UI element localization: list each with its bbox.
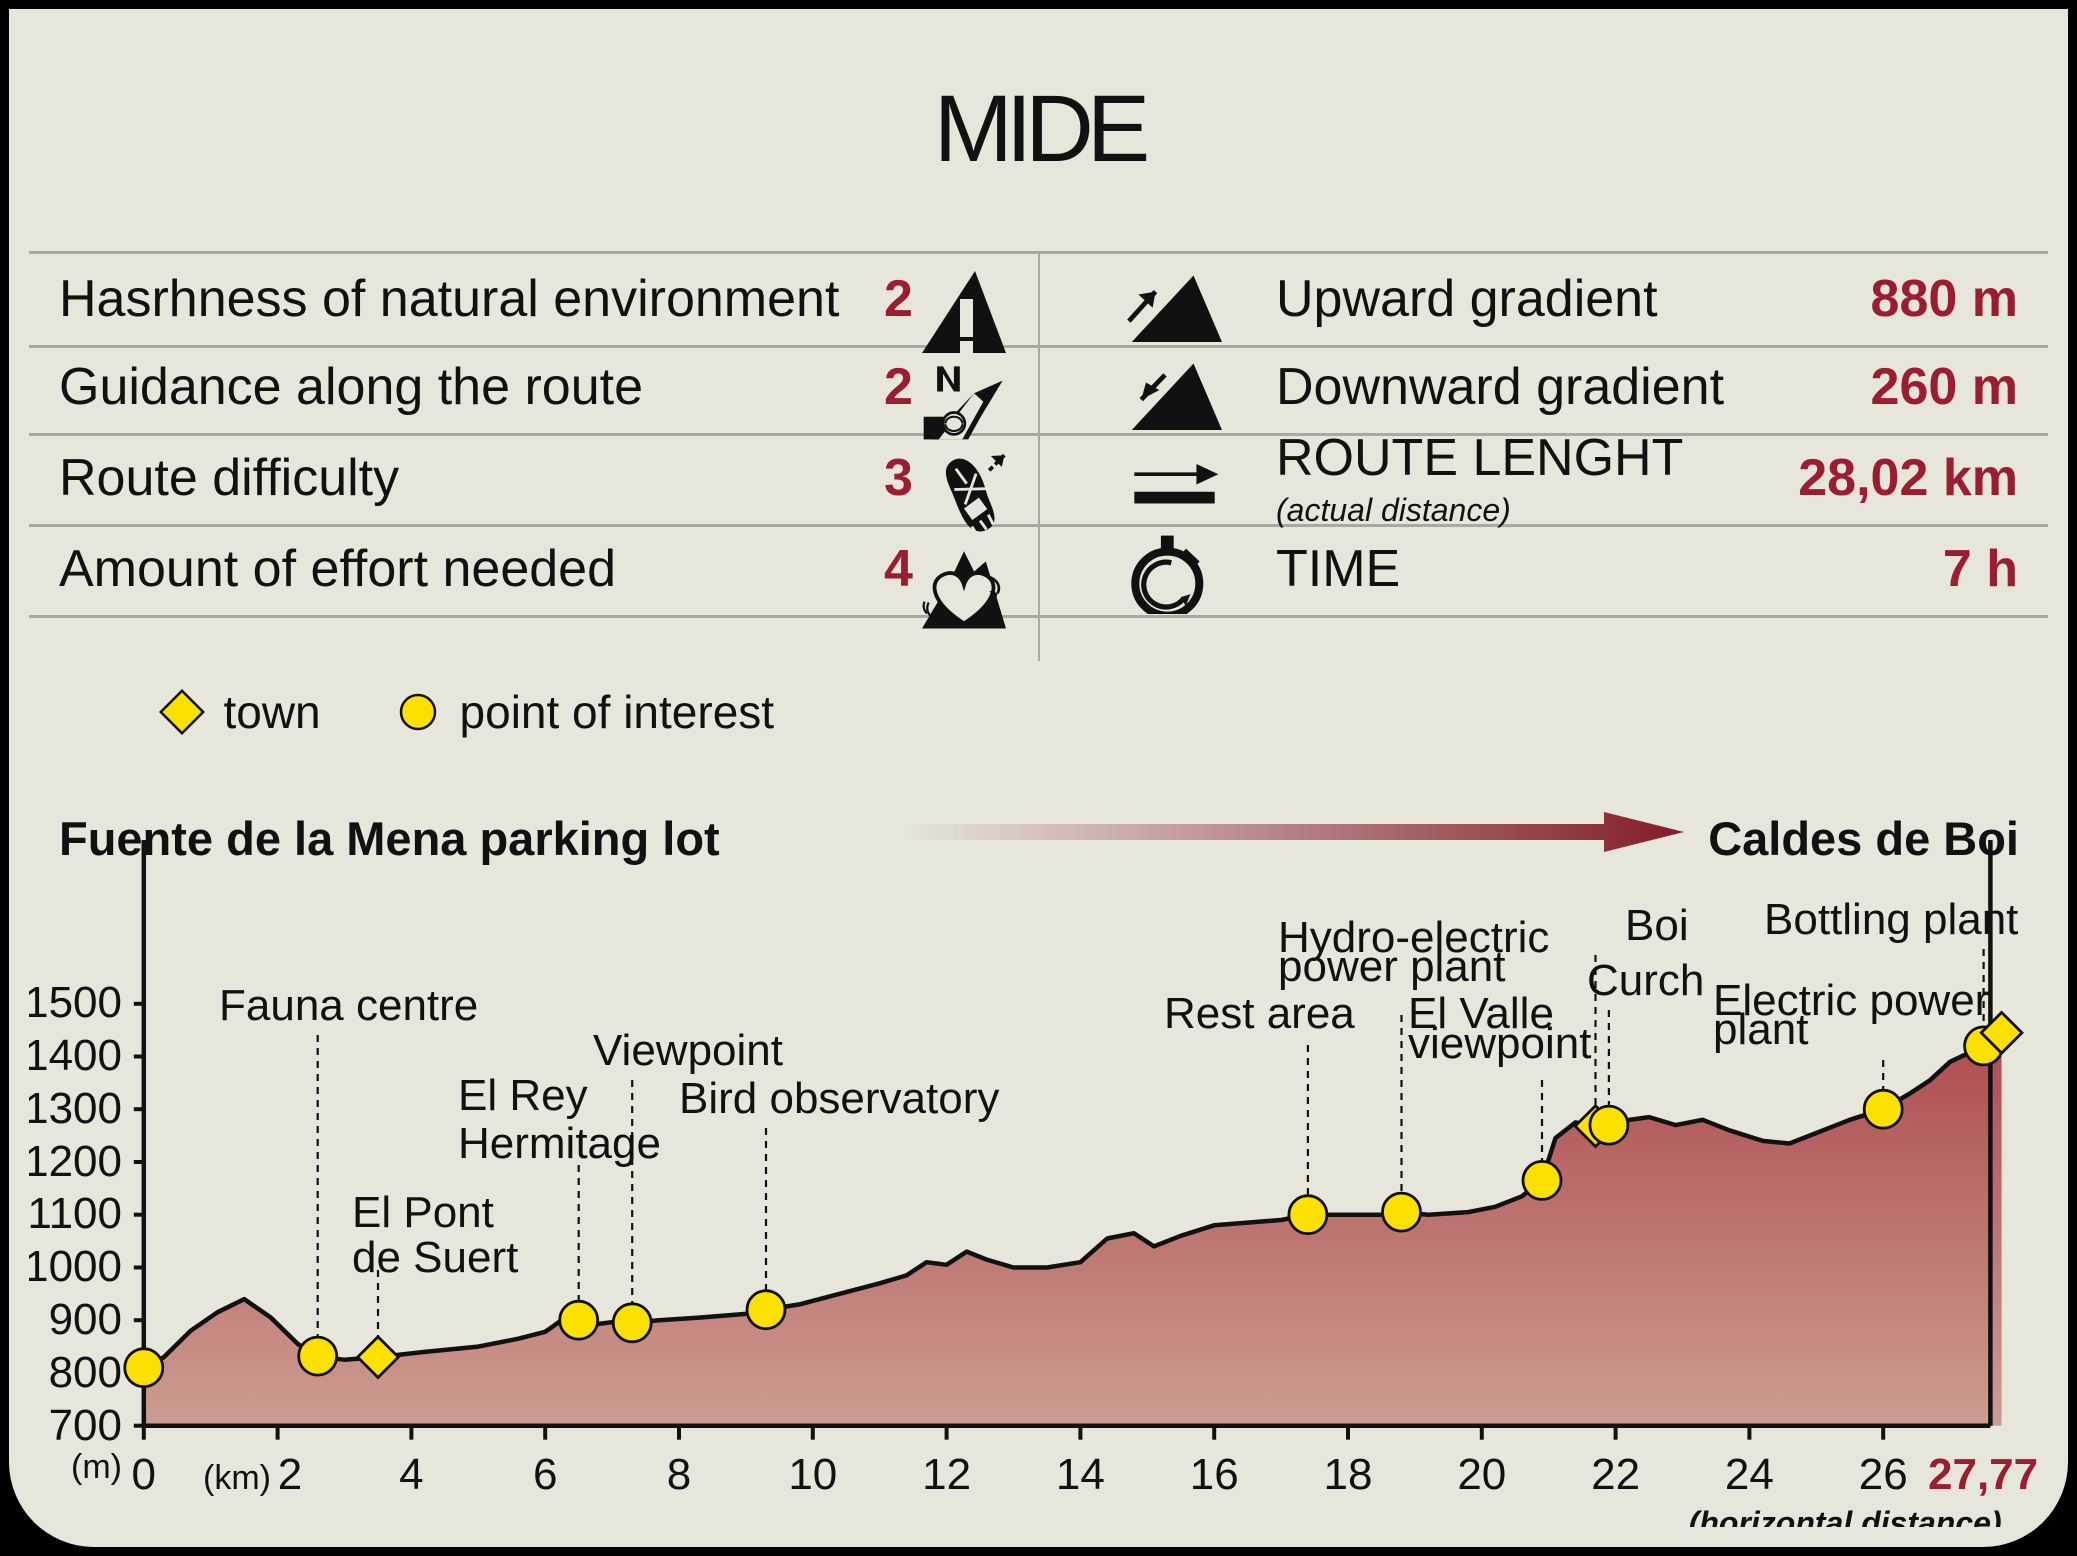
svg-text:(m): (m) (71, 1448, 122, 1486)
svg-text:1500: 1500 (29, 978, 122, 1027)
svg-text:(horizontal distance): (horizontal distance) (1689, 1505, 2002, 1527)
svg-text:27,77: 27,77 (1928, 1450, 2038, 1499)
svg-text:plant: plant (1713, 1005, 1808, 1054)
svg-text:1400: 1400 (29, 1031, 122, 1080)
svg-text:Curch: Curch (1587, 956, 1704, 1005)
svg-text:Bottling plant: Bottling plant (1764, 895, 2018, 944)
svg-text:14: 14 (1056, 1450, 1105, 1499)
svg-text:El Rey: El Rey (458, 1071, 588, 1120)
svg-text:24: 24 (1725, 1450, 1774, 1499)
svg-text:2: 2 (278, 1450, 302, 1499)
svg-text:22: 22 (1591, 1450, 1640, 1499)
svg-text:800: 800 (49, 1348, 122, 1397)
svg-text:(km): (km) (203, 1459, 271, 1497)
svg-text:16: 16 (1190, 1450, 1239, 1499)
svg-text:1000: 1000 (29, 1242, 122, 1291)
svg-text:El Pont: El Pont (352, 1188, 494, 1237)
svg-text:Fauna centre: Fauna centre (219, 981, 478, 1030)
svg-text:900: 900 (49, 1295, 122, 1344)
svg-text:power plant: power plant (1278, 942, 1505, 991)
svg-text:10: 10 (788, 1450, 837, 1499)
svg-text:4: 4 (399, 1450, 423, 1499)
svg-text:0: 0 (132, 1450, 156, 1499)
svg-text:Bird observatory: Bird observatory (679, 1074, 999, 1123)
svg-text:viewpoint: viewpoint (1408, 1019, 1591, 1068)
svg-text:12: 12 (922, 1450, 971, 1499)
svg-text:Hermitage: Hermitage (458, 1119, 661, 1168)
svg-text:Viewpoint: Viewpoint (593, 1026, 783, 1075)
svg-text:de Suert: de Suert (352, 1233, 518, 1282)
svg-text:8: 8 (667, 1450, 691, 1499)
svg-text:Boi: Boi (1625, 901, 1689, 950)
svg-text:26: 26 (1859, 1450, 1908, 1499)
svg-text:Rest area: Rest area (1164, 989, 1355, 1038)
svg-text:1200: 1200 (29, 1137, 122, 1186)
svg-text:18: 18 (1324, 1450, 1373, 1499)
svg-text:1300: 1300 (29, 1084, 122, 1133)
svg-text:6: 6 (533, 1450, 557, 1499)
svg-text:1100: 1100 (29, 1189, 122, 1238)
svg-text:700: 700 (49, 1401, 122, 1450)
svg-text:20: 20 (1457, 1450, 1506, 1499)
